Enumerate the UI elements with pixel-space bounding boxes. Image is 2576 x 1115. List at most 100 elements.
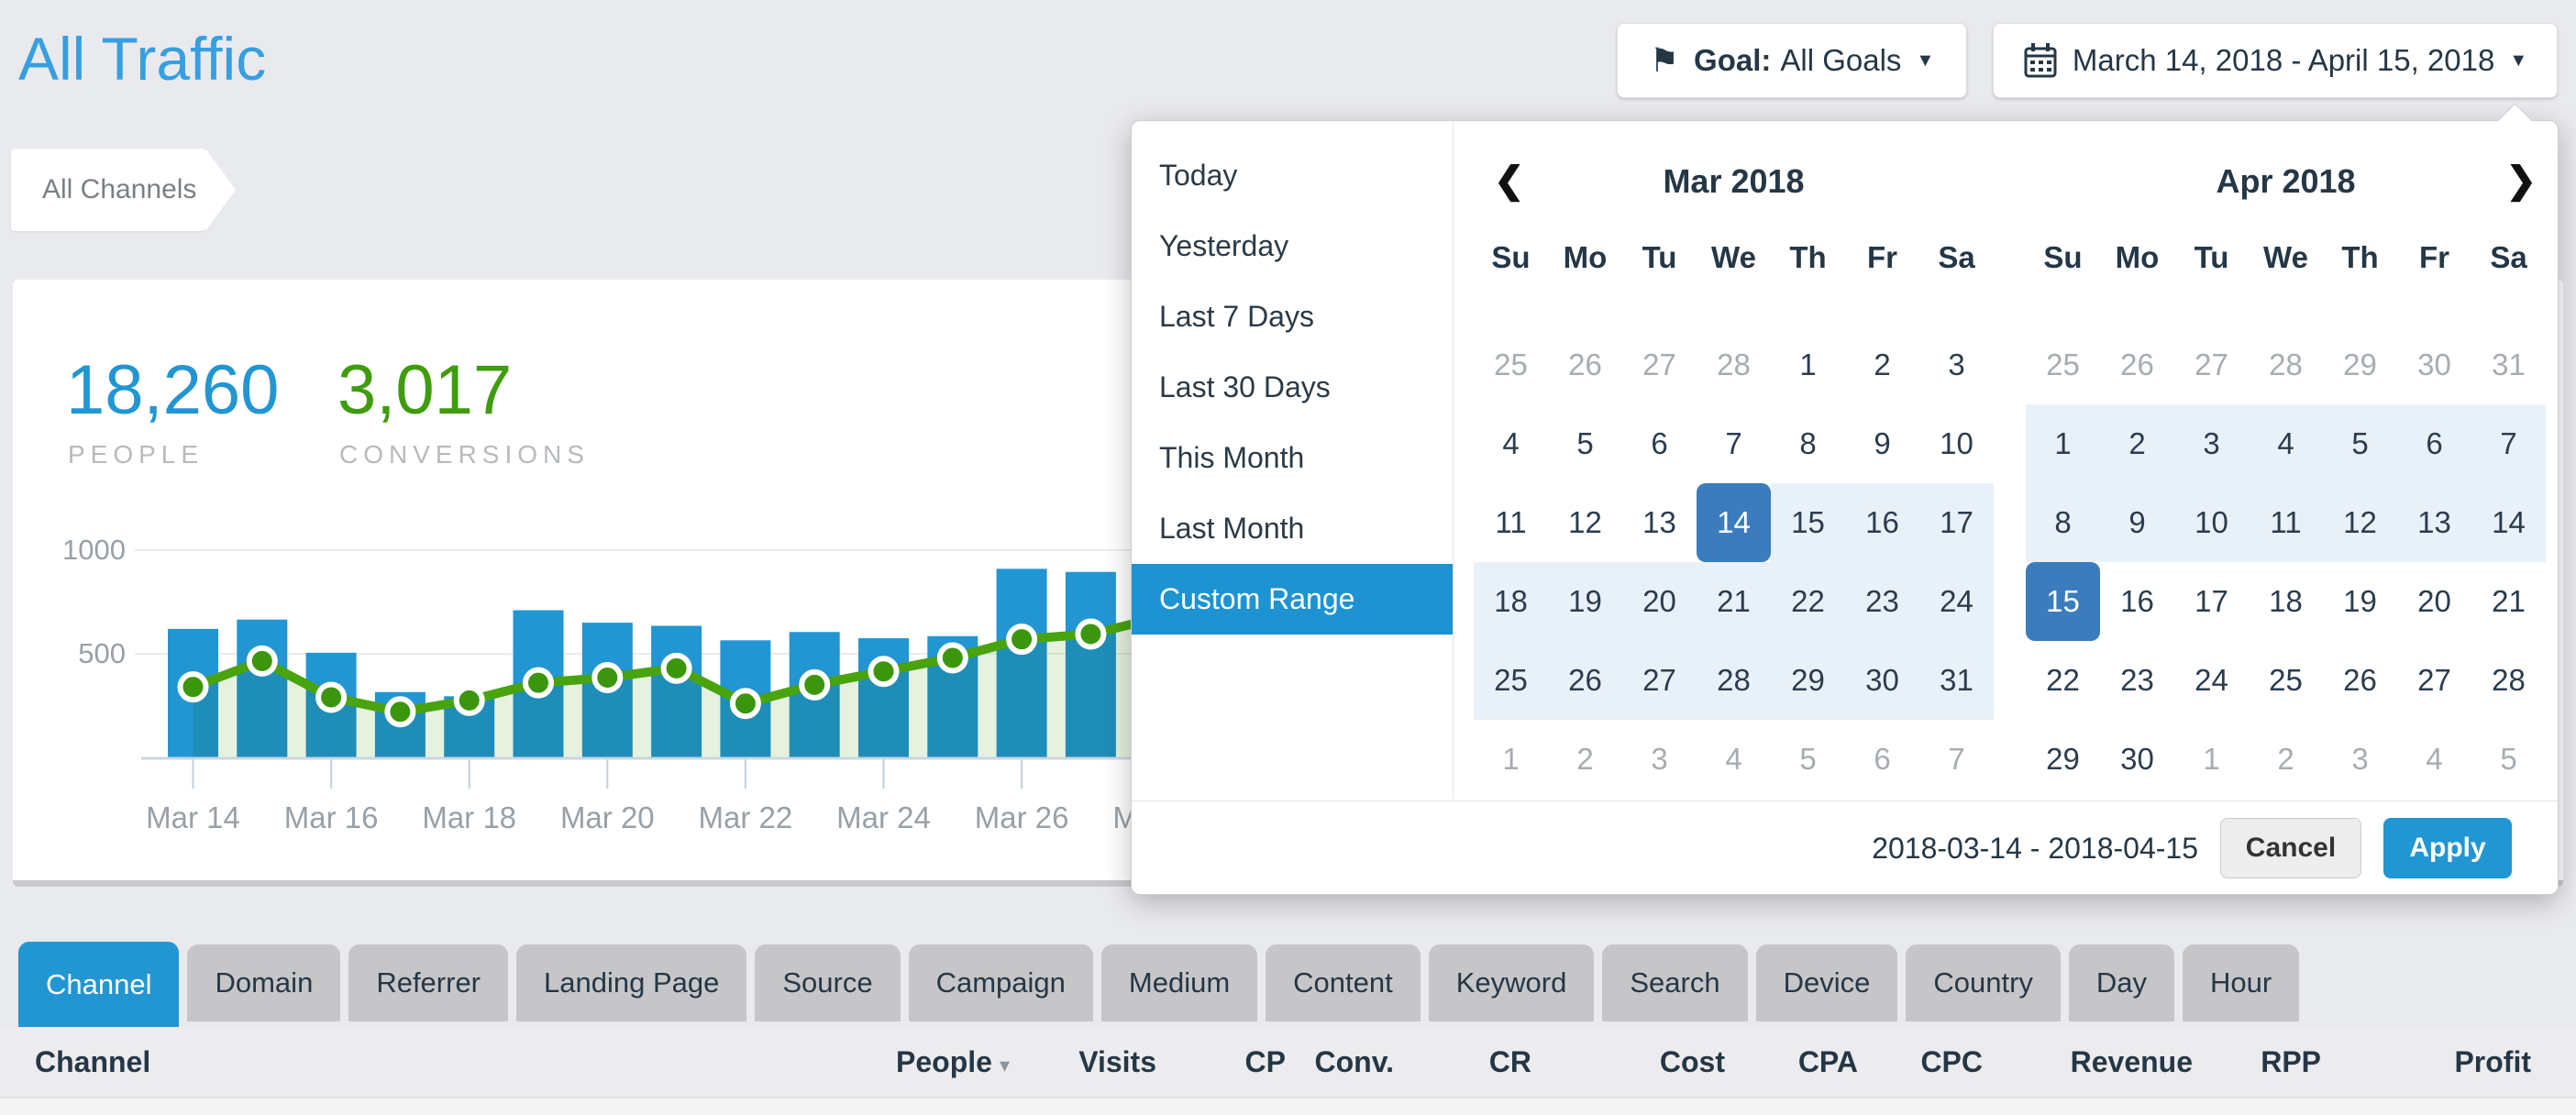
day-cell[interactable]: 16 (2120, 584, 2154, 618)
column-header-profit[interactable]: Profit (2454, 1044, 2531, 1078)
tab-keyword[interactable]: Keyword (1428, 944, 1595, 1021)
day-cell[interactable]: 28 (1697, 641, 1771, 720)
day-cell[interactable]: 29 (2046, 742, 2080, 776)
preset-custom-range[interactable]: Custom Range (1132, 564, 1453, 635)
preset-last-month[interactable]: Last Month (1159, 512, 1305, 545)
day-cell[interactable]: 16 (1845, 483, 1919, 562)
day-cell[interactable]: 26 (1568, 348, 1602, 381)
column-header-conv[interactable]: Conv. (1314, 1044, 1394, 1078)
day-cell[interactable]: 11 (2249, 483, 2323, 562)
day-cell[interactable]: 7 (2471, 404, 2546, 483)
day-cell[interactable]: 19 (2343, 584, 2377, 618)
day-cell[interactable]: 4 (1725, 742, 1742, 776)
day-cell[interactable]: 28 (2492, 663, 2526, 697)
tab-medium[interactable]: Medium (1100, 944, 1258, 1021)
column-header-cpc[interactable]: CPC (1920, 1044, 1983, 1078)
column-header-people[interactable]: People ▾ (896, 1044, 1010, 1078)
day-cell[interactable]: 2 (1874, 348, 1891, 381)
day-cell[interactable]: 7 (1948, 742, 1965, 776)
day-cell[interactable]: 17 (2195, 584, 2228, 618)
day-cell[interactable]: 5 (2500, 742, 2517, 776)
day-cell[interactable]: 27 (2417, 663, 2451, 697)
column-header-cr[interactable]: CR (1488, 1044, 1531, 1078)
day-cell[interactable]: 12 (1568, 505, 1602, 539)
preset-today[interactable]: Today (1159, 159, 1238, 192)
day-cell[interactable]: 24 (1919, 562, 1994, 641)
day-cell[interactable]: 18 (2269, 584, 2303, 618)
day-cell[interactable]: 2 (2277, 742, 2294, 776)
day-cell[interactable]: 26 (2120, 348, 2154, 381)
day-cell[interactable]: 6 (1874, 742, 1891, 776)
preset-yesterday[interactable]: Yesterday (1159, 229, 1289, 262)
day-cell[interactable]: 9 (2100, 483, 2174, 562)
chevron-right-icon[interactable]: ❯ (2505, 160, 2537, 201)
day-cell[interactable]: 4 (2426, 742, 2443, 776)
day-cell[interactable]: 20 (2417, 584, 2451, 618)
day-cell[interactable]: 3 (2351, 742, 2369, 776)
day-cell[interactable]: 23 (1845, 562, 1919, 641)
day-cell[interactable]: 24 (2195, 663, 2228, 697)
column-header-cost[interactable]: Cost (1659, 1044, 1725, 1078)
tab-channel[interactable]: Channel (18, 942, 180, 1027)
tab-device[interactable]: Device (1755, 944, 1898, 1021)
tab-search[interactable]: Search (1602, 944, 1748, 1021)
day-cell[interactable]: 31 (1919, 641, 1994, 720)
preset-last-30-days[interactable]: Last 30 Days (1159, 370, 1331, 403)
day-cell[interactable]: 28 (2269, 348, 2303, 381)
column-header-rpp[interactable]: RPP (2261, 1044, 2321, 1078)
day-cell[interactable]: 23 (2120, 663, 2154, 697)
day-cell[interactable]: 10 (1940, 426, 1973, 460)
day-cell[interactable]: 25 (1474, 641, 1548, 720)
day-cell[interactable]: 6 (2397, 404, 2471, 483)
day-cell[interactable]: 1 (1502, 742, 1520, 776)
day-cell[interactable]: 7 (1725, 426, 1742, 460)
day-cell[interactable]: 21 (1697, 562, 1771, 641)
day-cell[interactable]: 27 (1642, 348, 1676, 381)
day-cell[interactable]: 8 (1799, 426, 1817, 460)
day-cell[interactable]: 13 (1642, 505, 1676, 539)
day-cell[interactable]: 19 (1548, 562, 1622, 641)
tab-content[interactable]: Content (1266, 944, 1421, 1021)
day-cell-selected[interactable]: 15 (2026, 562, 2100, 641)
day-cell[interactable]: 20 (1622, 562, 1697, 641)
day-cell[interactable]: 2 (2100, 404, 2174, 483)
chevron-left-icon[interactable]: ❮ (1494, 160, 1525, 201)
apply-button[interactable]: Apply (2383, 818, 2512, 878)
preset-this-month[interactable]: This Month (1159, 441, 1305, 474)
tab-domain[interactable]: Domain (187, 944, 341, 1021)
preset-last-7-days[interactable]: Last 7 Days (1159, 300, 1314, 333)
cancel-button[interactable]: Cancel (2220, 818, 2361, 878)
day-cell[interactable]: 8 (2026, 483, 2100, 562)
day-cell[interactable]: 5 (1799, 742, 1817, 776)
day-cell[interactable]: 11 (1495, 505, 1527, 539)
day-cell[interactable]: 25 (1494, 348, 1528, 381)
day-cell[interactable]: 25 (2269, 663, 2303, 697)
day-cell[interactable]: 25 (2046, 348, 2080, 381)
day-cell[interactable]: 30 (1845, 641, 1919, 720)
day-cell[interactable]: 26 (1548, 641, 1622, 720)
tab-source[interactable]: Source (755, 944, 901, 1021)
day-cell[interactable]: 12 (2323, 483, 2397, 562)
day-cell[interactable]: 1 (2203, 742, 2220, 776)
day-cell[interactable]: 31 (2492, 348, 2526, 381)
tab-campaign[interactable]: Campaign (908, 944, 1093, 1021)
goal-dropdown-button[interactable]: ⚑ Goal: All Goals ▼ (1617, 23, 1967, 98)
day-cell[interactable]: 26 (2343, 663, 2377, 697)
column-header-revenue[interactable]: Revenue (2070, 1044, 2193, 1078)
day-cell[interactable]: 4 (2249, 404, 2323, 483)
column-header-cp[interactable]: CP (1244, 1044, 1286, 1078)
day-cell[interactable]: 13 (2397, 483, 2471, 562)
day-cell[interactable]: 3 (2174, 404, 2249, 483)
day-cell[interactable]: 27 (1622, 641, 1697, 720)
day-cell[interactable]: 27 (2195, 348, 2228, 381)
day-cell[interactable]: 6 (1651, 426, 1668, 460)
column-header-visits[interactable]: Visits (1078, 1044, 1156, 1078)
column-header-cpa[interactable]: CPA (1797, 1044, 1858, 1078)
day-cell[interactable]: 29 (2343, 348, 2377, 381)
day-cell[interactable]: 15 (1771, 483, 1845, 562)
day-cell[interactable]: 2 (1576, 742, 1594, 776)
tab-country[interactable]: Country (1906, 944, 2061, 1021)
day-cell[interactable]: 14 (2471, 483, 2546, 562)
day-cell[interactable]: 29 (1771, 641, 1845, 720)
day-cell[interactable]: 4 (1502, 426, 1520, 460)
